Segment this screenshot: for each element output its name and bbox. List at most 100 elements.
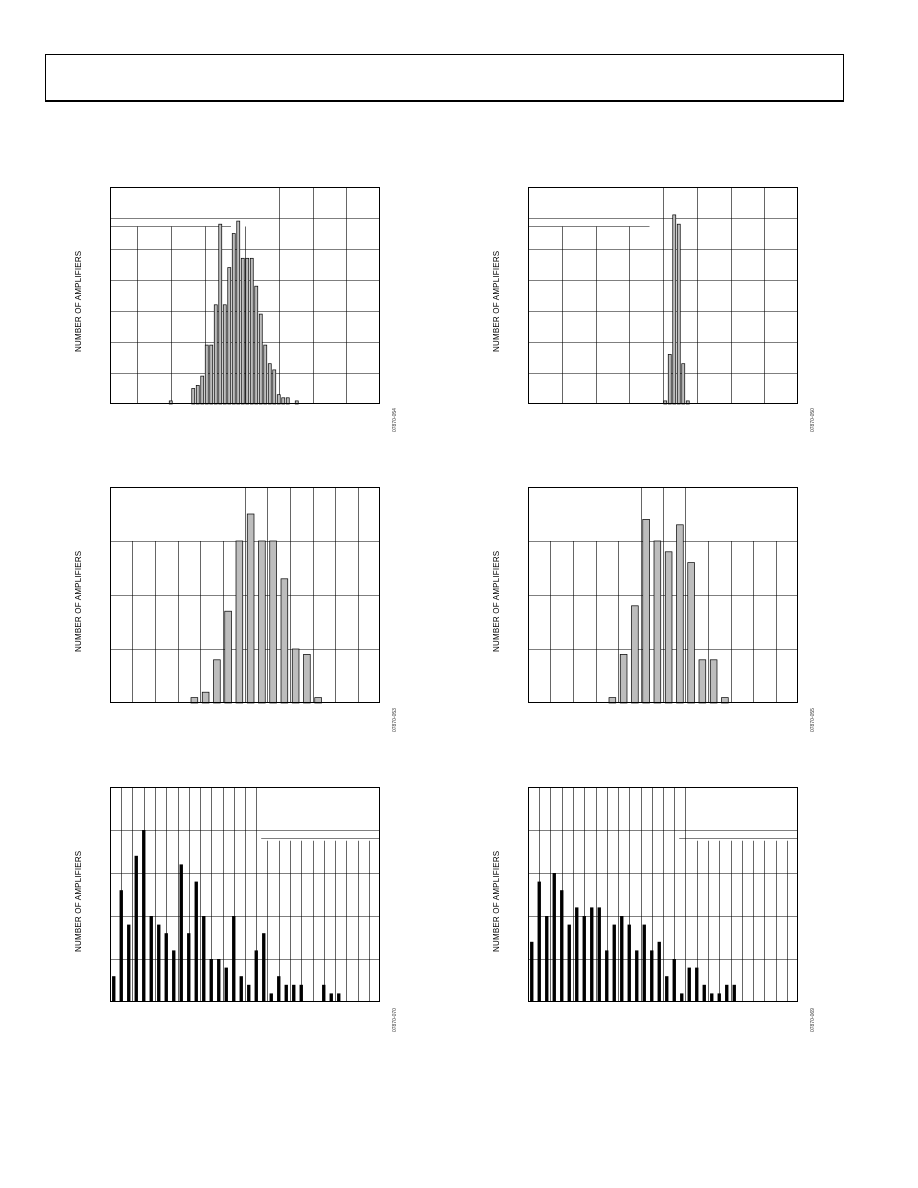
histogram-c3	[110, 487, 380, 704]
histogram-bar	[204, 344, 209, 405]
histogram-bar	[280, 578, 289, 704]
histogram-bar	[164, 933, 168, 1002]
histogram-bar	[575, 907, 579, 1002]
histogram-bar	[235, 540, 244, 704]
plot-frame	[110, 487, 380, 703]
histogram-bar	[269, 993, 273, 1002]
histogram-bar	[227, 267, 232, 405]
histogram-bar	[676, 524, 684, 704]
histogram-bar	[710, 993, 714, 1002]
histogram-bar	[605, 950, 609, 1002]
histogram-bar	[254, 950, 258, 1002]
histogram-bar	[709, 659, 718, 704]
histogram-plot	[110, 787, 380, 1002]
figure-code: 07870-055	[810, 708, 816, 732]
histogram-bar	[590, 907, 594, 1002]
histogram-bar	[681, 363, 686, 405]
histogram-bar	[582, 916, 586, 1002]
plot-frame	[110, 187, 380, 404]
histogram-bar	[276, 394, 281, 405]
histogram-plot	[110, 187, 380, 405]
histogram-bar	[653, 540, 662, 704]
histogram-bar	[191, 388, 196, 405]
plot-frame	[528, 787, 798, 1002]
y-axis-label: NUMBER OF AMPLIFIERS	[492, 250, 501, 352]
histogram-bar	[567, 924, 571, 1002]
histogram-bar	[127, 924, 131, 1002]
y-axis-label: NUMBER OF AMPLIFIERS	[74, 850, 83, 952]
histogram-c5	[110, 787, 380, 1002]
histogram-plot	[528, 487, 798, 704]
histogram-bar	[627, 924, 631, 1002]
histogram-bar	[217, 959, 221, 1002]
histogram-bar	[620, 916, 624, 1002]
histogram-bar	[545, 916, 549, 1002]
histogram-bar	[642, 924, 646, 1002]
y-axis-label: NUMBER OF AMPLIFIERS	[74, 550, 83, 652]
histogram-bar	[619, 654, 628, 704]
histogram-bar	[202, 916, 206, 1002]
histogram-bar	[201, 691, 210, 704]
histogram-bar	[222, 304, 227, 405]
histogram-bar	[277, 976, 281, 1002]
histogram-bar	[560, 890, 564, 1002]
histogram-c6	[528, 787, 798, 1002]
histogram-bar	[717, 993, 721, 1002]
histogram-bar	[665, 976, 669, 1002]
histogram-c1	[110, 187, 380, 405]
histogram-bar	[254, 285, 259, 405]
histogram-bar	[667, 354, 672, 405]
histogram-bar	[676, 223, 681, 405]
histogram-bar	[232, 916, 236, 1002]
histogram-bar	[224, 610, 232, 704]
histogram-bar	[263, 344, 268, 405]
histogram-bar	[284, 984, 288, 1002]
figure-code: 07870-069	[810, 1008, 816, 1032]
histogram-bar	[172, 950, 176, 1002]
histogram-bar	[149, 916, 153, 1002]
histogram-bar	[157, 924, 161, 1002]
histogram-bar	[119, 890, 123, 1002]
histogram-bar	[213, 659, 221, 704]
histogram-bar	[187, 933, 191, 1002]
histogram-bar	[672, 214, 677, 405]
histogram-bar	[635, 950, 639, 1002]
histogram-bar	[209, 959, 213, 1002]
histogram-bar	[664, 551, 673, 704]
histogram-bar	[195, 385, 200, 405]
histogram-c2	[528, 187, 798, 405]
histogram-bar	[732, 984, 736, 1002]
histogram-bar	[209, 344, 214, 405]
plot-frame	[110, 787, 380, 1002]
histogram-bar	[725, 984, 729, 1002]
histogram-bar	[112, 976, 116, 1002]
histogram-bar	[236, 220, 241, 405]
histogram-bar	[552, 873, 556, 1002]
histogram-bar	[698, 659, 707, 704]
histogram-bar	[258, 540, 266, 704]
histogram-bar	[680, 993, 684, 1002]
histogram-bar	[224, 967, 228, 1002]
histogram-bar	[299, 984, 303, 1002]
histogram-bar	[322, 984, 326, 1002]
y-axis-label: NUMBER OF AMPLIFIERS	[74, 250, 83, 352]
histogram-bar	[612, 924, 616, 1002]
figure-code: 07870-053	[392, 708, 398, 732]
histogram-bar	[672, 959, 676, 1002]
histogram-plot	[528, 187, 798, 405]
histogram-bar	[642, 519, 650, 704]
plot-frame	[528, 187, 798, 404]
histogram-plot	[528, 787, 798, 1002]
histogram-bar	[246, 513, 255, 704]
histogram-bar	[537, 881, 541, 1002]
histogram-bar	[291, 648, 300, 704]
page-header-box	[45, 54, 844, 102]
figure-code: 07870-070	[392, 1008, 398, 1032]
histogram-bar	[247, 984, 251, 1002]
histogram-plot	[110, 487, 380, 704]
histogram-bar	[292, 984, 296, 1002]
histogram-bar	[213, 304, 218, 405]
histogram-bar	[269, 540, 277, 704]
histogram-bar	[272, 369, 277, 405]
histogram-bar	[329, 993, 333, 1002]
